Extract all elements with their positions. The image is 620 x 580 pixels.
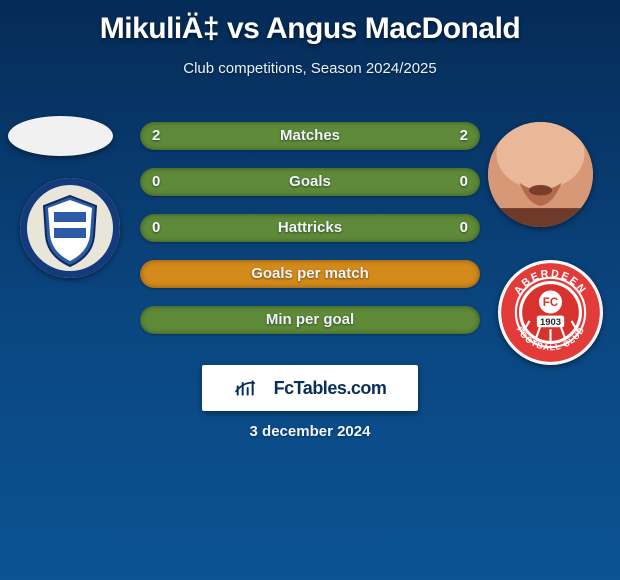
- stat-row: Hattricks0 0: [140, 214, 480, 242]
- stat-label: Goals: [140, 168, 480, 196]
- stat-label: Min per goal: [140, 306, 480, 334]
- stat-row: Min per goal: [140, 306, 480, 334]
- footer-brand-text: FcTables.com: [274, 378, 387, 399]
- stat-right-value: 2: [448, 122, 480, 150]
- stat-label: Goals per match: [140, 260, 480, 288]
- comparison-stats: Matches22Goals00Hattricks00Goals per mat…: [140, 122, 480, 352]
- stat-row: Goals per match: [140, 260, 480, 288]
- team-left-badge: [20, 178, 120, 278]
- fctables-logo-icon: [234, 378, 268, 398]
- stat-label: Hattricks: [140, 214, 480, 242]
- stat-left-value: 0: [140, 214, 172, 242]
- page-title: MikuliÄ‡ vs Angus MacDonald: [0, 0, 620, 46]
- stat-left-value: 2: [140, 122, 172, 150]
- stjohnstone-crest-icon: [20, 178, 120, 278]
- stat-right-value: 0: [448, 214, 480, 242]
- aberdeen-crest-icon: ABERDEEN FOOTBALL CLUB FC 1903: [498, 260, 603, 365]
- aberdeen-year-text: 1903: [540, 317, 561, 328]
- player-left-avatar: [8, 116, 113, 156]
- face-placeholder-icon: [488, 122, 593, 227]
- footer-date: 3 december 2024: [0, 423, 620, 440]
- stat-row: Matches2 2: [140, 122, 480, 150]
- page-subtitle: Club competitions, Season 2024/2025: [0, 60, 620, 77]
- aberdeen-center-text: FC: [543, 297, 559, 309]
- stat-row: Goals0 0: [140, 168, 480, 196]
- stat-left-value: 0: [140, 168, 172, 196]
- stat-label: Matches: [140, 122, 480, 150]
- stat-right-value: 0: [448, 168, 480, 196]
- player-right-avatar: [488, 122, 593, 227]
- team-right-badge: ABERDEEN FOOTBALL CLUB FC 1903: [498, 260, 603, 365]
- footer-brand-box: FcTables.com: [202, 365, 418, 411]
